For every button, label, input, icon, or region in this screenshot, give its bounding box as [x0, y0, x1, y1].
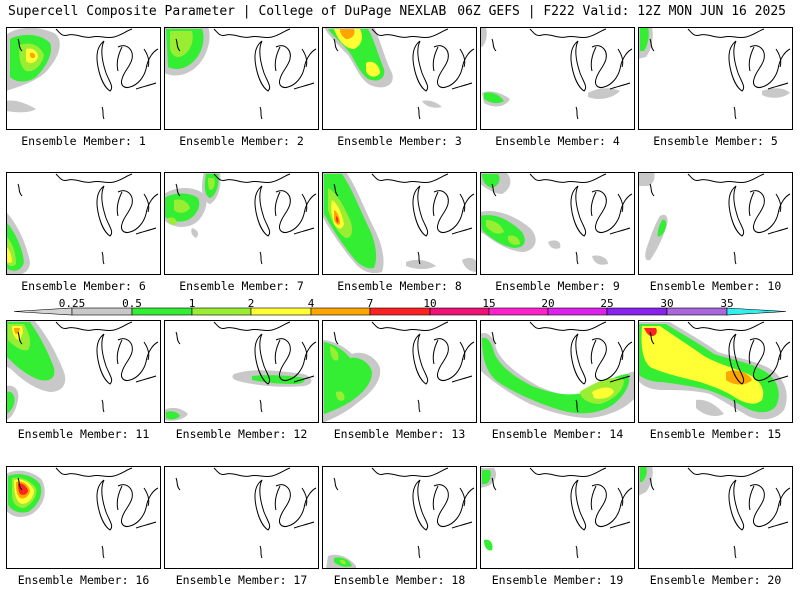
- member-label: Ensemble Member: 17: [175, 573, 308, 587]
- colorbar-segment: [488, 307, 549, 316]
- ensemble-member-panel: Ensemble Member: 19: [480, 466, 635, 587]
- member-map: [480, 320, 635, 423]
- member-map: [6, 320, 161, 423]
- colorbar-tick-label: 35: [720, 297, 734, 310]
- member-map: [6, 172, 161, 275]
- ensemble-member-panel: Ensemble Member: 17: [164, 466, 319, 587]
- member-label: Ensemble Member: 1: [21, 134, 146, 148]
- ensemble-member-panel: Ensemble Member: 18: [322, 466, 477, 587]
- colorbar-tick-label: 0.5: [122, 297, 142, 310]
- colorbar-tick-label: 7: [366, 297, 374, 310]
- ensemble-member-panel: Ensemble Member: 5: [638, 27, 793, 148]
- colorbar-segment: [429, 307, 490, 316]
- member-map: [164, 27, 319, 130]
- member-label: Ensemble Member: 13: [333, 427, 466, 441]
- colorbar-tick-label: 25: [600, 297, 614, 310]
- member-map: [164, 320, 319, 423]
- member-label: Ensemble Member: 15: [649, 427, 782, 441]
- member-label: Ensemble Member: 4: [495, 134, 620, 148]
- member-label: Ensemble Member: 19: [491, 573, 624, 587]
- member-label: Ensemble Member: 2: [179, 134, 304, 148]
- member-label: Ensemble Member: 3: [337, 134, 462, 148]
- ensemble-member-panel: Ensemble Member: 7: [164, 172, 319, 293]
- member-label: Ensemble Member: 20: [649, 573, 782, 587]
- member-map: [322, 320, 477, 423]
- colorbar-tick-label: 2: [247, 297, 255, 310]
- member-label: Ensemble Member: 18: [333, 573, 466, 587]
- colorbar-segment: [726, 307, 787, 316]
- color-legend: [13, 307, 787, 316]
- colorbar-segment: [310, 307, 371, 316]
- ensemble-member-panel: Ensemble Member: 10: [638, 172, 793, 293]
- member-label: Ensemble Member: 8: [337, 279, 462, 293]
- member-label: Ensemble Member: 7: [179, 279, 304, 293]
- colorbar-tick-label: 15: [482, 297, 496, 310]
- page-title: Supercell Composite Parameter | College …: [8, 4, 447, 19]
- member-map: [638, 466, 793, 569]
- ensemble-member-panel: Ensemble Member: 6: [6, 172, 161, 293]
- member-label: Ensemble Member: 6: [21, 279, 146, 293]
- colorbar-segment: [191, 307, 252, 316]
- member-label: Ensemble Member: 16: [17, 573, 150, 587]
- colorbar-tick-label: 20: [541, 297, 555, 310]
- member-map: [638, 172, 793, 275]
- member-map: [480, 466, 635, 569]
- member-map: [638, 27, 793, 130]
- ensemble-member-panel: Ensemble Member: 4: [480, 27, 635, 148]
- ensemble-member-panel: Ensemble Member: 3: [322, 27, 477, 148]
- ensemble-member-panel: Ensemble Member: 14: [480, 320, 635, 441]
- ensemble-member-panel: Ensemble Member: 8: [322, 172, 477, 293]
- member-label: Ensemble Member: 9: [495, 279, 620, 293]
- ensemble-member-panel: Ensemble Member: 13: [322, 320, 477, 441]
- colorbar-segment: [606, 307, 668, 316]
- member-map: [322, 466, 477, 569]
- member-label: Ensemble Member: 14: [491, 427, 624, 441]
- ensemble-member-panel: Ensemble Member: 15: [638, 320, 793, 441]
- ensemble-member-panel: Ensemble Member: 20: [638, 466, 793, 587]
- member-map: [322, 172, 477, 275]
- colorbar-segment: [250, 307, 312, 316]
- member-map: [6, 466, 161, 569]
- colorbar-tick-label: 10: [423, 297, 437, 310]
- member-label: Ensemble Member: 5: [653, 134, 778, 148]
- member-map: [480, 172, 635, 275]
- colorbar-segment: [547, 307, 608, 316]
- ensemble-member-panel: Ensemble Member: 16: [6, 466, 161, 587]
- ensemble-member-panel: Ensemble Member: 12: [164, 320, 319, 441]
- colorbar-segment: [369, 307, 431, 316]
- ensemble-member-panel: Ensemble Member: 9: [480, 172, 635, 293]
- ensemble-member-panel: Ensemble Member: 2: [164, 27, 319, 148]
- ensemble-member-panel: Ensemble Member: 1: [6, 27, 161, 148]
- colorbar-tick-label: 0.25: [58, 297, 86, 310]
- member-map: [322, 27, 477, 130]
- member-label: Ensemble Member: 12: [175, 427, 308, 441]
- ensemble-member-panel: Ensemble Member: 11: [6, 320, 161, 441]
- member-label: Ensemble Member: 10: [649, 279, 782, 293]
- member-map: [164, 172, 319, 275]
- colorbar-tick-label: 4: [307, 297, 315, 310]
- colorbar-tick-label: 1: [188, 297, 196, 310]
- member-map: [6, 27, 161, 130]
- member-map: [480, 27, 635, 130]
- colorbar-tick-label: 30: [660, 297, 674, 310]
- member-map: [164, 466, 319, 569]
- run-info: 06Z GEFS | F222 Valid: 12Z MON JUN 16 20…: [457, 4, 786, 19]
- member-map: [638, 320, 793, 423]
- member-label: Ensemble Member: 11: [17, 427, 150, 441]
- colorbar-segment: [666, 307, 728, 316]
